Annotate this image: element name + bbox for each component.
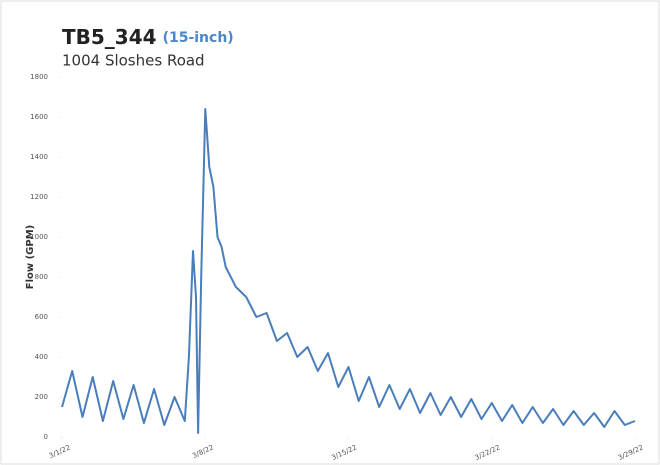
title-note: (15-inch) xyxy=(163,30,234,46)
y-tick-label: 1000 xyxy=(30,233,48,241)
y-tick-label: 1200 xyxy=(30,193,48,201)
y-tick-label: 200 xyxy=(35,393,48,401)
y-axis-label: Flow (GPM) xyxy=(25,225,36,289)
y-tick-label: 800 xyxy=(35,273,48,281)
title-main: TB5_344 xyxy=(62,25,157,49)
subtitle: 1004 Sloshes Road xyxy=(62,52,205,70)
y-tick-label: 1600 xyxy=(30,113,48,121)
y-tick-label: 1400 xyxy=(30,153,48,161)
flow-line xyxy=(61,108,636,434)
y-tick-label: 400 xyxy=(35,353,48,361)
y-tick-label: 0 xyxy=(44,433,48,441)
chart-title: TB5_344 (15-inch) xyxy=(62,25,234,49)
y-tick-label: 1800 xyxy=(30,73,48,81)
y-tick-label: 600 xyxy=(35,313,48,321)
